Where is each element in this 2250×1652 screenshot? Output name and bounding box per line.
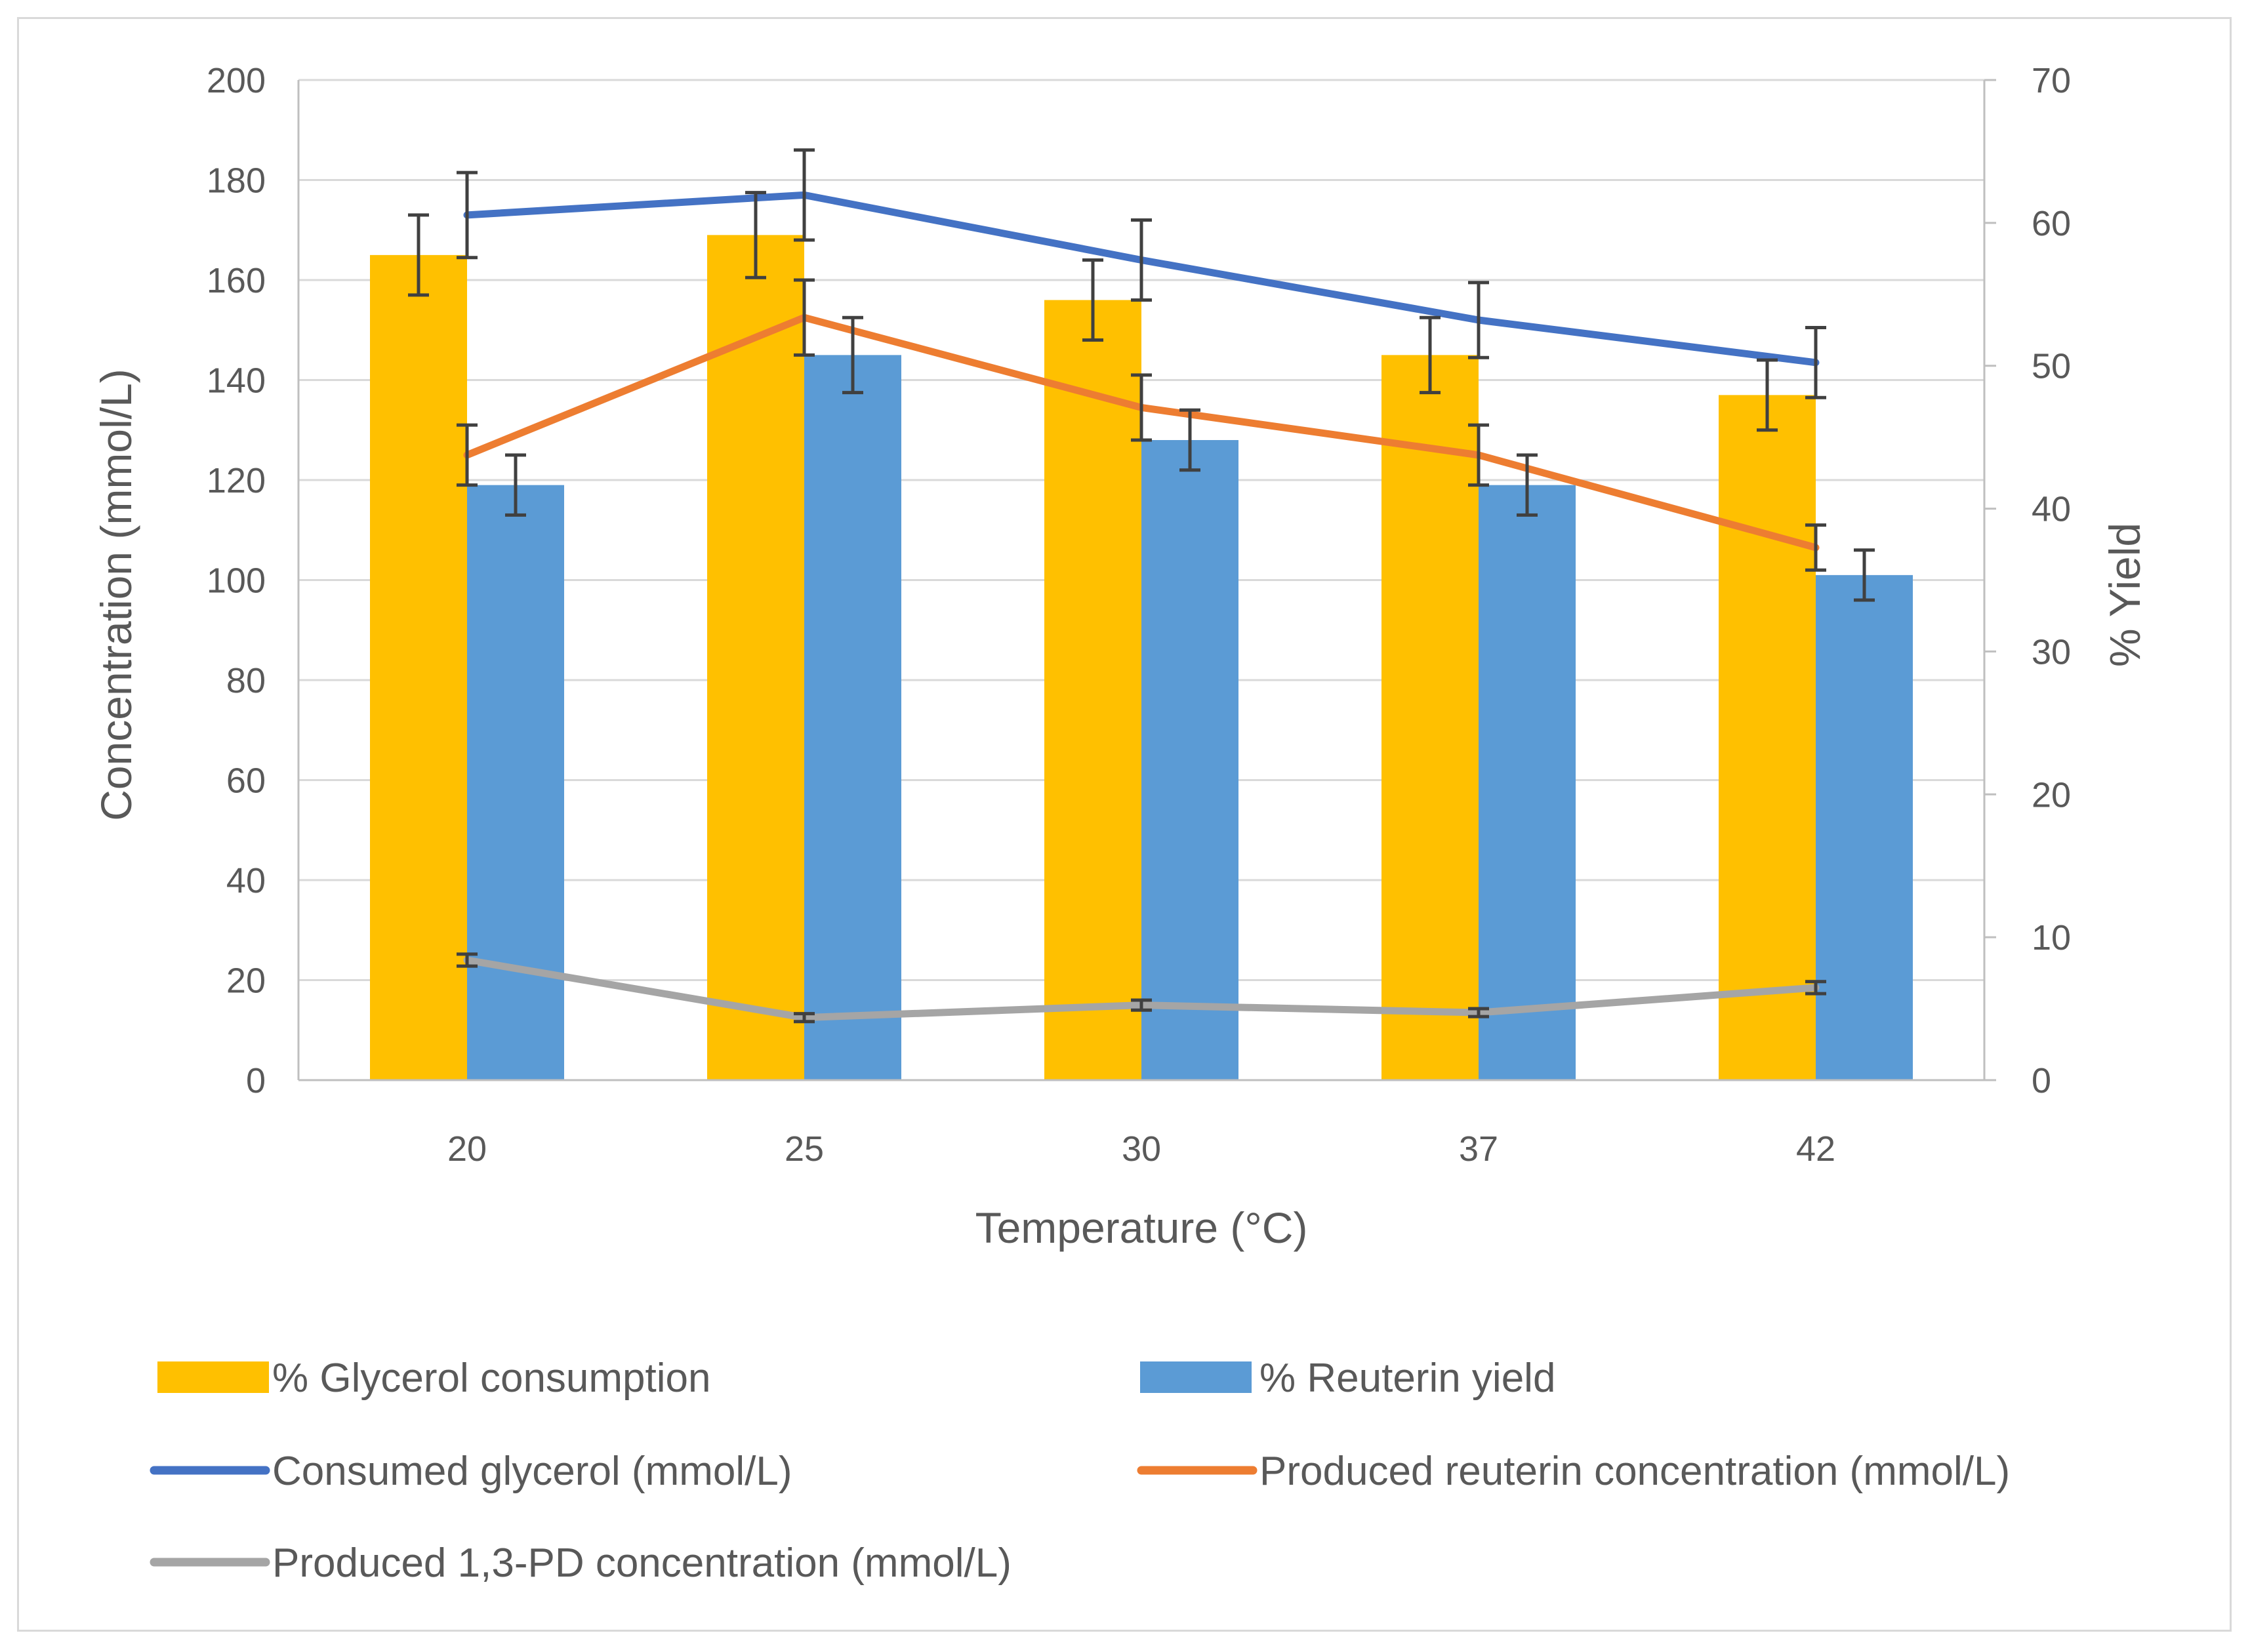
x-tick-label: 42 — [1796, 1129, 1835, 1169]
legend-label-reuterin-yield: % Reuterin yield — [1259, 1356, 1555, 1401]
x-tick-label: 25 — [785, 1129, 824, 1169]
bar — [804, 355, 901, 1080]
legend-label-glycerol-consumption: % Glycerol consumption — [272, 1356, 711, 1401]
y2-tick-label: 20 — [2032, 775, 2071, 815]
axes — [297, 79, 1996, 1081]
y-tick-label: 80 — [226, 661, 266, 700]
bar — [370, 254, 467, 1080]
bar — [707, 235, 804, 1080]
bar — [467, 485, 564, 1080]
x-tick-label: 20 — [447, 1129, 487, 1169]
y2-tick-label: 50 — [2032, 347, 2071, 386]
y-tick-label: 0 — [246, 1061, 266, 1100]
legend-label-produced-reuterin: Produced reuterin concentration (mmol/L) — [1259, 1449, 2010, 1494]
tick-labels: 0 20 40 60 80 100 120 140 160 180 200 0 10 20 30 40 50 60… — [207, 61, 2071, 1169]
x-tick-label: 37 — [1459, 1129, 1498, 1169]
y-tick-label: 100 — [207, 561, 266, 601]
bars — [370, 235, 1913, 1080]
legend-label-produced-13pd: Produced 1,3-PD concentration (mmol/L) — [272, 1541, 1012, 1586]
y-tick-label: 200 — [207, 61, 266, 100]
bar — [1044, 300, 1141, 1080]
bar — [1479, 485, 1576, 1080]
y-tick-label: 140 — [207, 361, 266, 401]
y2-tick-label: 0 — [2032, 1061, 2051, 1100]
legend-swatch-glycerol-consumption — [157, 1361, 269, 1393]
bar — [1719, 395, 1816, 1080]
y-tick-label: 180 — [207, 161, 266, 201]
y-tick-label: 160 — [207, 261, 266, 300]
y2-tick-label: 60 — [2032, 204, 2071, 243]
y2-axis-title: % Yield — [2100, 523, 2149, 667]
y-tick-label: 20 — [226, 961, 266, 1001]
y2-tick-label: 10 — [2032, 918, 2071, 957]
y2-tick-label: 30 — [2032, 632, 2071, 672]
y-tick-label: 120 — [207, 461, 266, 500]
legend: % Glycerol consumption % Reuterin yield … — [150, 1356, 2010, 1586]
x-tick-label: 30 — [1122, 1129, 1161, 1169]
legend-swatch-reuterin-yield — [1140, 1361, 1252, 1393]
y2-tick-label: 70 — [2032, 61, 2071, 100]
error-bars — [408, 148, 1875, 1024]
x-axis-title: Temperature (°C) — [975, 1203, 1308, 1252]
legend-label-consumed-glycerol: Consumed glycerol (mmol/L) — [272, 1449, 792, 1494]
y-tick-label: 60 — [226, 761, 266, 801]
y-axis-title: Concentration (mmol/L) — [92, 369, 140, 821]
bar — [1141, 440, 1238, 1080]
bar — [1381, 355, 1479, 1080]
y2-tick-label: 40 — [2032, 490, 2071, 529]
y-tick-label: 40 — [226, 861, 266, 900]
bar — [1816, 574, 1913, 1080]
